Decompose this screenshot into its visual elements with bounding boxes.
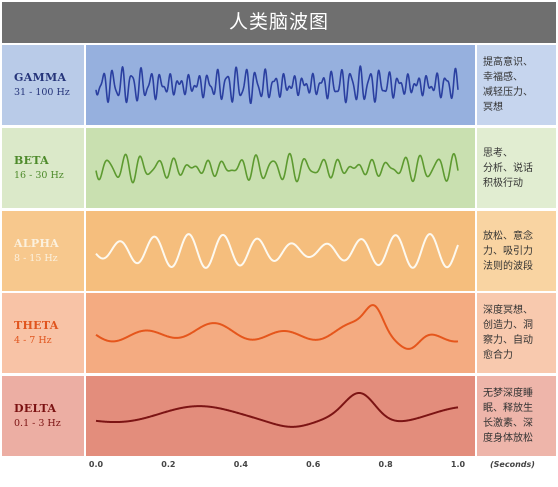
wave-band-beta: BETA 16 - 30 Hz 思考、分析、说话积极行动: [2, 128, 556, 208]
wave-description: 无梦深度睡眠、释放生长激素、深度身体放松: [483, 386, 555, 446]
wave-band-delta: DELTA 0.1 - 3 Hz 无梦深度睡眠、释放生长激素、深度身体放松: [2, 376, 556, 456]
description-line: 长激素、深: [483, 418, 533, 429]
waveform-svg: [95, 65, 459, 105]
waveform-line: [95, 391, 459, 428]
wave-description-cell: 无梦深度睡眠、释放生长激素、深度身体放松: [477, 376, 556, 456]
wave-label-cell: DELTA 0.1 - 3 Hz: [2, 376, 84, 456]
wave-name: BETA: [14, 154, 50, 167]
waveform-cell: [86, 45, 475, 125]
wave-description-cell: 深度冥想、创造力、洞察力、自动愈合力: [477, 293, 556, 373]
axis-tick-label: 0.4: [233, 460, 248, 469]
description-line: 提高意识、: [483, 57, 533, 68]
wave-frequency: 4 - 7 Hz: [14, 335, 52, 346]
title-bar: 人类脑波图: [2, 2, 556, 43]
axis-unit-label: (Seconds): [490, 460, 535, 469]
wave-frequency: 31 - 100 Hz: [14, 87, 70, 98]
axis-tick-label: 0.8: [378, 460, 393, 469]
time-axis: (Seconds) 0.0 0.2 0.4 0.6 0.8 1.0: [2, 458, 556, 484]
waveform-cell: [86, 376, 475, 456]
description-line: 力、吸引力: [483, 246, 533, 257]
description-line: 冥想: [483, 102, 503, 113]
wave-frequency: 0.1 - 3 Hz: [14, 418, 61, 429]
waveform-cell: [86, 128, 475, 208]
waveform-line: [95, 152, 459, 184]
wave-label-cell: THETA 4 - 7 Hz: [2, 293, 84, 373]
wave-description-cell: 提高意识、幸福感、减轻压力、冥想: [477, 45, 556, 125]
description-line: 分析、说话: [483, 163, 533, 174]
axis-tick-label: 0.6: [306, 460, 321, 469]
waveform-svg: [95, 391, 459, 428]
description-line: 深度冥想、: [483, 305, 533, 316]
wave-name: THETA: [14, 319, 59, 332]
waveform-svg: [95, 152, 459, 184]
wave-description: 提高意识、幸福感、减轻压力、冥想: [483, 55, 555, 115]
wave-description: 深度冥想、创造力、洞察力、自动愈合力: [483, 303, 555, 363]
wave-name: GAMMA: [14, 71, 67, 84]
wave-band-alpha: ALPHA 8 - 15 Hz 放松、意念力、吸引力法则的波段: [2, 211, 556, 291]
description-line: 愈合力: [483, 350, 513, 361]
wave-description-cell: 放松、意念力、吸引力法则的波段: [477, 211, 556, 291]
waveform-cell: [86, 293, 475, 373]
axis-tick-label: 0.2: [161, 460, 176, 469]
description-line: 度身体放松: [483, 433, 533, 444]
wave-label-cell: GAMMA 31 - 100 Hz: [2, 45, 84, 125]
wave-description: 放松、意念力、吸引力法则的波段: [483, 229, 555, 274]
wave-name: DELTA: [14, 402, 57, 415]
description-line: 放松、意念: [483, 231, 533, 242]
description-line: 察力、自动: [483, 335, 533, 346]
waveform-svg: [95, 233, 459, 269]
wave-band-theta: THETA 4 - 7 Hz 深度冥想、创造力、洞察力、自动愈合力: [2, 293, 556, 373]
description-line: 无梦深度睡: [483, 388, 533, 399]
wave-frequency: 8 - 15 Hz: [14, 253, 58, 264]
description-line: 积极行动: [483, 178, 523, 189]
wave-label-cell: BETA 16 - 30 Hz: [2, 128, 84, 208]
waveform-svg: [95, 304, 459, 350]
description-line: 思考、: [483, 148, 513, 159]
description-line: 幸福感、: [483, 72, 523, 83]
wave-description-cell: 思考、分析、说话积极行动: [477, 128, 556, 208]
description-line: 创造力、洞: [483, 320, 533, 331]
waveform-line: [95, 65, 459, 105]
axis-tick-label: 0.0: [88, 460, 104, 469]
wave-label-cell: ALPHA 8 - 15 Hz: [2, 211, 84, 291]
description-line: 眠、释放生: [483, 403, 533, 414]
wave-name: ALPHA: [14, 237, 59, 250]
wave-band-gamma: GAMMA 31 - 100 Hz 提高意识、幸福感、减轻压力、冥想: [2, 45, 556, 125]
axis-tick-label: 1.0: [450, 460, 466, 469]
wave-description: 思考、分析、说话积极行动: [483, 146, 555, 191]
wave-frequency: 16 - 30 Hz: [14, 170, 64, 181]
page-title: 人类脑波图: [228, 11, 329, 33]
waveform-line: [95, 304, 459, 350]
description-line: 减轻压力、: [483, 87, 533, 98]
waveform-line: [95, 233, 459, 269]
description-line: 法则的波段: [483, 261, 533, 272]
waveform-cell: [86, 211, 475, 291]
